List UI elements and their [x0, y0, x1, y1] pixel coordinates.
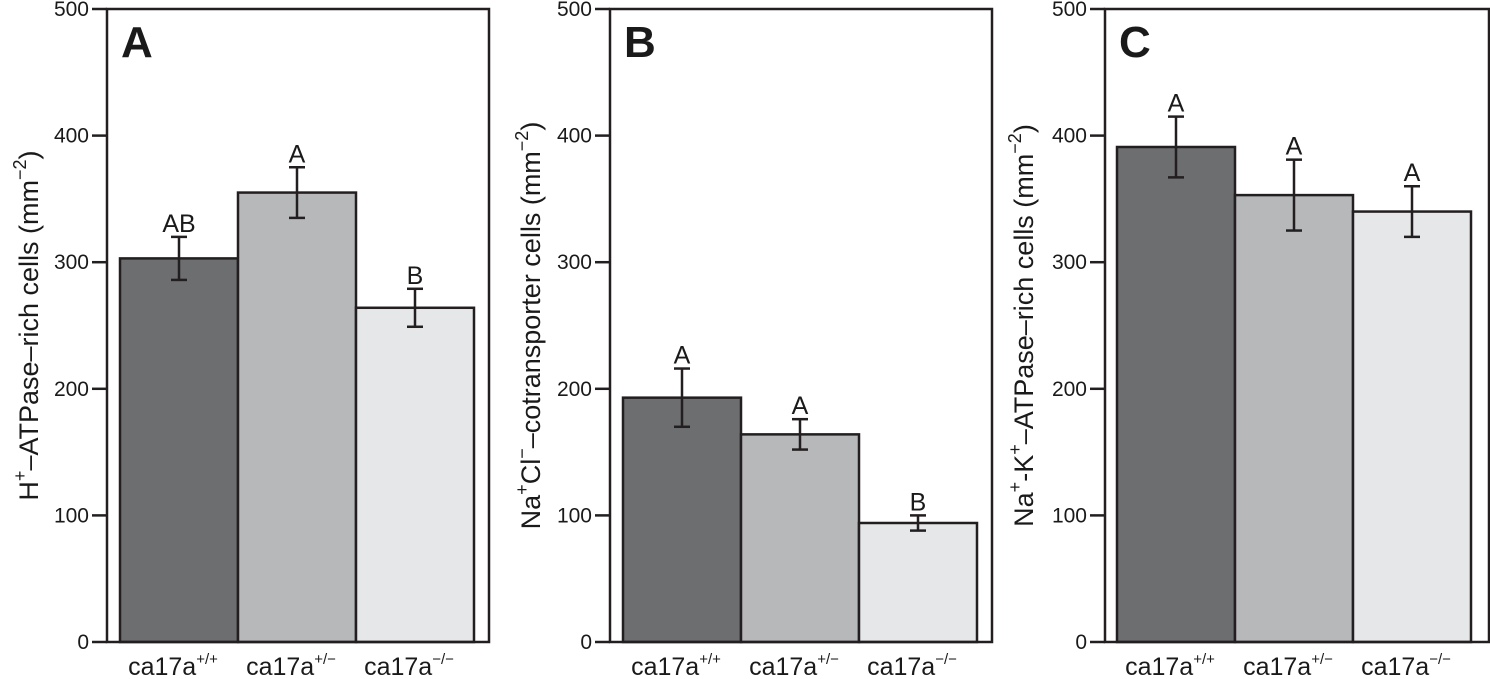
- x-tick-label: ca17a+/−: [1243, 651, 1333, 679]
- y-tick-label: 400: [557, 125, 592, 148]
- y-tick-label: 400: [1052, 125, 1087, 148]
- error-bar-2: [289, 166, 305, 220]
- x-tick-label: ca17a+/−: [749, 651, 839, 679]
- y-tick-label: 500: [557, 0, 592, 21]
- y-tick-label: 400: [54, 125, 89, 148]
- plot-frame: [105, 7, 491, 644]
- y-axis-label: Na+Cl−–cotransporter cells (mm−2): [512, 122, 546, 530]
- plot-frame: [608, 7, 994, 644]
- y-tick-label: 100: [1052, 504, 1087, 527]
- panel-letter: B: [624, 18, 656, 67]
- error-bar-1: [674, 367, 690, 429]
- error-bar-3: [910, 514, 926, 532]
- significance-label: A: [674, 342, 691, 370]
- x-tick-label: ca17a+/−: [246, 651, 336, 679]
- bar-1: [621, 396, 743, 644]
- y-tick-label: 500: [1052, 0, 1087, 21]
- x-tick-label: ca17a+/+: [128, 651, 218, 679]
- plot-frame: [1103, 7, 1490, 644]
- y-axis-label: H+–ATPase–rich cells (mm−2): [10, 150, 44, 500]
- significance-label: B: [910, 488, 927, 516]
- significance-label: A: [1168, 90, 1185, 118]
- y-tick-label: 300: [557, 251, 592, 274]
- error-bar-3: [407, 287, 423, 329]
- significance-label: A: [1286, 133, 1303, 161]
- significance-label: A: [1404, 159, 1421, 187]
- bar-2: [236, 191, 358, 644]
- y-tick-label: 300: [1052, 251, 1087, 274]
- panel-letter: A: [121, 18, 153, 67]
- x-tick-label: ca17a−/−: [867, 651, 957, 679]
- significance-label: A: [792, 392, 809, 420]
- y-tick-label: 500: [54, 0, 89, 21]
- y-axis-label: Na+-K+–ATPase–rich cells (mm−2): [1005, 124, 1039, 527]
- y-tick-label: 300: [54, 251, 89, 274]
- x-tick-label: ca17a−/−: [1361, 651, 1451, 679]
- y-tick-label: 0: [77, 631, 89, 654]
- error-bar-1: [171, 235, 187, 282]
- x-tick-label: ca17a+/+: [631, 651, 721, 679]
- bar-1: [118, 257, 240, 644]
- bar-3: [354, 306, 476, 644]
- y-tick-label: 0: [1075, 631, 1087, 654]
- y-tick-label: 0: [580, 631, 592, 654]
- bar-3: [1351, 210, 1473, 644]
- error-bar-1: [1168, 115, 1184, 179]
- x-tick-label: ca17a+/+: [1125, 651, 1215, 679]
- panel-c: A A A 0 100 200 300 400 500 ca17a+/+ ca17a+/− ca17a…: [1005, 0, 1490, 679]
- y-tick-label: 100: [54, 504, 89, 527]
- error-bar-3: [1404, 184, 1420, 239]
- significance-label: AB: [162, 210, 195, 238]
- bar-2: [1233, 193, 1355, 644]
- y-tick-label: 200: [557, 378, 592, 401]
- significance-label: A: [289, 140, 306, 168]
- bar-2: [739, 433, 861, 644]
- y-tick-label: 200: [54, 378, 89, 401]
- panel-letter: C: [1119, 18, 1151, 67]
- error-bar-2: [792, 417, 808, 451]
- panel-b: A A B 0 100 200 300 400 500 ca17a+/+ ca17a+/− ca17a…: [512, 0, 994, 679]
- y-tick-label: 100: [557, 504, 592, 527]
- significance-label: B: [407, 262, 424, 290]
- bar-3: [857, 521, 979, 644]
- error-bar-2: [1286, 158, 1302, 232]
- y-tick-label: 200: [1052, 378, 1087, 401]
- x-tick-label: ca17a−/−: [364, 651, 454, 679]
- bar-1: [1115, 145, 1237, 644]
